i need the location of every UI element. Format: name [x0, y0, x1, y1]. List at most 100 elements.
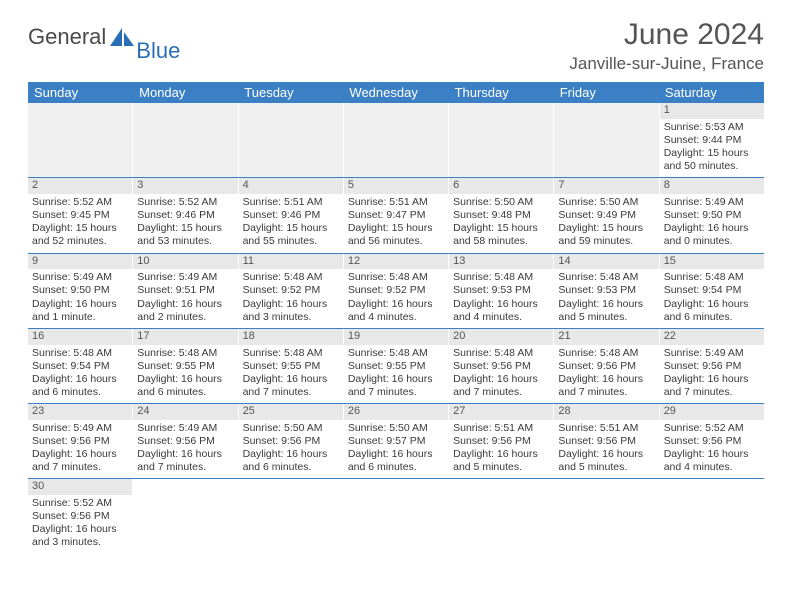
daylight-text: Daylight: 15 hours and 59 minutes.: [558, 222, 654, 248]
day-cell: [660, 479, 764, 553]
sunset-text: Sunset: 9:56 PM: [453, 435, 549, 448]
sunrise-text: Sunrise: 5:48 AM: [32, 347, 128, 360]
day-cell: [239, 103, 344, 177]
day-header-cell: Tuesday: [238, 82, 343, 103]
day-cell: 6Sunrise: 5:50 AMSunset: 9:48 PMDaylight…: [449, 178, 554, 252]
day-cell: 12Sunrise: 5:48 AMSunset: 9:52 PMDayligh…: [344, 254, 449, 328]
daylight-text: Daylight: 16 hours and 0 minutes.: [664, 222, 760, 248]
sunset-text: Sunset: 9:52 PM: [348, 284, 444, 297]
day-header-cell: Sunday: [28, 82, 133, 103]
logo: General Blue: [28, 24, 180, 64]
sunset-text: Sunset: 9:57 PM: [348, 435, 444, 448]
day-cell: 18Sunrise: 5:48 AMSunset: 9:55 PMDayligh…: [239, 329, 344, 403]
sunrise-text: Sunrise: 5:49 AM: [32, 422, 128, 435]
sunset-text: Sunset: 9:52 PM: [243, 284, 339, 297]
daylight-text: Daylight: 16 hours and 3 minutes.: [32, 523, 128, 549]
day-number: 1: [660, 103, 764, 119]
daylight-text: Daylight: 16 hours and 7 minutes.: [558, 373, 654, 399]
day-header-cell: Thursday: [449, 82, 554, 103]
sunrise-text: Sunrise: 5:49 AM: [664, 196, 760, 209]
daylight-text: Daylight: 16 hours and 6 minutes.: [243, 448, 339, 474]
day-cell: 9Sunrise: 5:49 AMSunset: 9:50 PMDaylight…: [28, 254, 133, 328]
daylight-text: Daylight: 16 hours and 1 minute.: [32, 298, 128, 324]
day-number: 16: [28, 329, 132, 345]
day-number: 2: [28, 178, 132, 194]
daylight-text: Daylight: 16 hours and 5 minutes.: [453, 448, 549, 474]
daylight-text: Daylight: 15 hours and 58 minutes.: [453, 222, 549, 248]
day-number: 5: [344, 178, 448, 194]
sunrise-text: Sunrise: 5:48 AM: [558, 271, 654, 284]
day-number: 13: [449, 254, 553, 270]
daylight-text: Daylight: 16 hours and 6 minutes.: [664, 298, 760, 324]
day-cell: 23Sunrise: 5:49 AMSunset: 9:56 PMDayligh…: [28, 404, 133, 478]
day-cell: [133, 103, 238, 177]
month-title: June 2024: [569, 18, 764, 52]
day-cell: 13Sunrise: 5:48 AMSunset: 9:53 PMDayligh…: [449, 254, 554, 328]
day-number: 25: [239, 404, 343, 420]
sunrise-text: Sunrise: 5:49 AM: [137, 271, 233, 284]
day-number: 30: [28, 479, 132, 495]
daylight-text: Daylight: 16 hours and 7 minutes.: [137, 448, 233, 474]
day-header-row: SundayMondayTuesdayWednesdayThursdayFrid…: [28, 82, 764, 103]
sunset-text: Sunset: 9:55 PM: [243, 360, 339, 373]
day-number: 21: [554, 329, 658, 345]
logo-sail-icon: [108, 26, 138, 48]
day-cell: 1Sunrise: 5:53 AMSunset: 9:44 PMDaylight…: [660, 103, 764, 177]
daylight-text: Daylight: 16 hours and 4 minutes.: [664, 448, 760, 474]
sunrise-text: Sunrise: 5:50 AM: [348, 422, 444, 435]
sunset-text: Sunset: 9:56 PM: [137, 435, 233, 448]
sunrise-text: Sunrise: 5:48 AM: [664, 271, 760, 284]
daylight-text: Daylight: 16 hours and 7 minutes.: [348, 373, 444, 399]
sunset-text: Sunset: 9:56 PM: [664, 360, 760, 373]
day-cell: 30Sunrise: 5:52 AMSunset: 9:56 PMDayligh…: [28, 479, 133, 553]
daylight-text: Daylight: 16 hours and 4 minutes.: [453, 298, 549, 324]
sunrise-text: Sunrise: 5:50 AM: [243, 422, 339, 435]
daylight-text: Daylight: 15 hours and 56 minutes.: [348, 222, 444, 248]
day-cell: [449, 103, 554, 177]
day-cell: [344, 103, 449, 177]
daylight-text: Daylight: 16 hours and 4 minutes.: [348, 298, 444, 324]
day-cell: 4Sunrise: 5:51 AMSunset: 9:46 PMDaylight…: [239, 178, 344, 252]
sunset-text: Sunset: 9:46 PM: [243, 209, 339, 222]
day-number: 27: [449, 404, 553, 420]
week-row: 23Sunrise: 5:49 AMSunset: 9:56 PMDayligh…: [28, 404, 764, 479]
day-cell: [554, 103, 659, 177]
day-number: 24: [133, 404, 237, 420]
sunset-text: Sunset: 9:48 PM: [453, 209, 549, 222]
sunset-text: Sunset: 9:45 PM: [32, 209, 128, 222]
day-number: 12: [344, 254, 448, 270]
daylight-text: Daylight: 16 hours and 5 minutes.: [558, 298, 654, 324]
week-row: 1Sunrise: 5:53 AMSunset: 9:44 PMDaylight…: [28, 103, 764, 178]
day-header-cell: Monday: [133, 82, 238, 103]
sunrise-text: Sunrise: 5:52 AM: [664, 422, 760, 435]
daylight-text: Daylight: 16 hours and 7 minutes.: [32, 448, 128, 474]
day-cell: 22Sunrise: 5:49 AMSunset: 9:56 PMDayligh…: [660, 329, 764, 403]
day-number: 20: [449, 329, 553, 345]
sunset-text: Sunset: 9:47 PM: [348, 209, 444, 222]
sunset-text: Sunset: 9:46 PM: [137, 209, 233, 222]
day-cell: [554, 479, 659, 553]
sunrise-text: Sunrise: 5:52 AM: [32, 497, 128, 510]
day-header-cell: Wednesday: [343, 82, 448, 103]
week-row: 9Sunrise: 5:49 AMSunset: 9:50 PMDaylight…: [28, 254, 764, 329]
day-number: 15: [660, 254, 764, 270]
day-number: 3: [133, 178, 237, 194]
day-number: 29: [660, 404, 764, 420]
day-number: 14: [554, 254, 658, 270]
daylight-text: Daylight: 16 hours and 7 minutes.: [664, 373, 760, 399]
logo-text-blue: Blue: [136, 38, 180, 64]
day-cell: 26Sunrise: 5:50 AMSunset: 9:57 PMDayligh…: [344, 404, 449, 478]
day-cell: 19Sunrise: 5:48 AMSunset: 9:55 PMDayligh…: [344, 329, 449, 403]
sunset-text: Sunset: 9:56 PM: [558, 360, 654, 373]
sunrise-text: Sunrise: 5:49 AM: [664, 347, 760, 360]
sunrise-text: Sunrise: 5:52 AM: [32, 196, 128, 209]
day-number: 11: [239, 254, 343, 270]
sunrise-text: Sunrise: 5:48 AM: [243, 347, 339, 360]
day-cell: 11Sunrise: 5:48 AMSunset: 9:52 PMDayligh…: [239, 254, 344, 328]
sunrise-text: Sunrise: 5:48 AM: [453, 347, 549, 360]
daylight-text: Daylight: 16 hours and 6 minutes.: [137, 373, 233, 399]
day-cell: 7Sunrise: 5:50 AMSunset: 9:49 PMDaylight…: [554, 178, 659, 252]
day-header-cell: Friday: [554, 82, 659, 103]
sunset-text: Sunset: 9:50 PM: [664, 209, 760, 222]
sunset-text: Sunset: 9:49 PM: [558, 209, 654, 222]
